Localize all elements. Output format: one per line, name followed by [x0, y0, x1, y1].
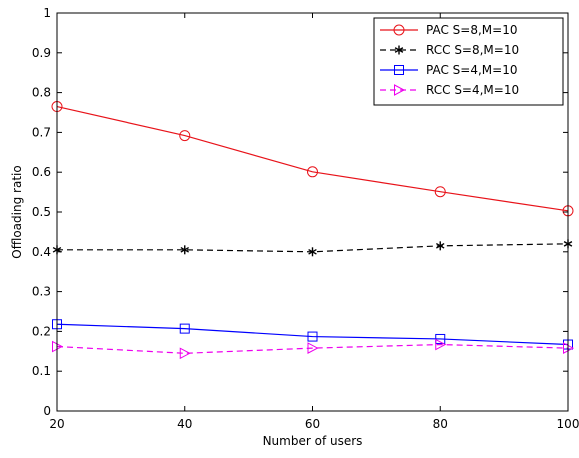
- y-tick-label: 0.2: [32, 324, 51, 338]
- y-tick-label: 0.7: [32, 125, 51, 139]
- triangle-marker: [435, 338, 447, 351]
- asterisk-stroke: [435, 242, 445, 249]
- square-marker: [394, 65, 404, 75]
- asterisk-marker: [435, 241, 445, 251]
- asterisk-stroke: [394, 47, 404, 53]
- asterisk-stroke: [308, 248, 317, 255]
- series-line: [56, 323, 569, 346]
- square-marker: [179, 323, 190, 334]
- legend-label: RCC S=4,M=10: [426, 83, 519, 97]
- asterisk-marker: [308, 247, 317, 257]
- y-tick-label: 0.1: [32, 364, 51, 378]
- square-marker: [307, 331, 318, 342]
- legend: PAC S=8,M=10 RCC S=8,M=10 PAC S=4,M=10 RCC …: [373, 17, 564, 106]
- y-tick-label: 0.6: [32, 165, 51, 179]
- legend-item: PAC S=4,M=10: [380, 63, 517, 77]
- y-tick-label: 1: [43, 6, 51, 20]
- circle-marker: [179, 130, 191, 142]
- legend-item: PAC S=8,M=10: [380, 23, 517, 37]
- circle-marker: [307, 166, 318, 178]
- legend-label: PAC S=4,M=10: [426, 63, 517, 77]
- y-tick-label: 0: [43, 404, 51, 418]
- x-tick-label: 80: [433, 417, 448, 431]
- legend-item: RCC S=8,M=10: [380, 43, 519, 57]
- x-tick-label: 40: [177, 417, 192, 431]
- y-tick-label: 0.5: [32, 205, 51, 219]
- y-tick-label: 0.9: [32, 46, 51, 60]
- series-line: [56, 105, 569, 212]
- legend-label: PAC S=8,M=10: [426, 23, 517, 37]
- series-line: [56, 343, 569, 354]
- x-axis-label: Number of users: [263, 434, 363, 448]
- triangle-marker: [307, 342, 319, 354]
- square-marker: [435, 333, 446, 344]
- legend-label: RCC S=8,M=10: [426, 43, 519, 57]
- axes: 20 40 60 80 100 0 0.1 0.2 0.3 0.4 0.5 0.6 0.7 0.8 0.9 1: [32, 6, 579, 431]
- triangle-marker: [179, 347, 191, 360]
- legend-item: RCC S=4,M=10: [380, 83, 519, 97]
- y-tick-label: 0.3: [32, 285, 51, 299]
- x-tick-label: 60: [305, 417, 320, 431]
- asterisk-marker: [394, 45, 404, 55]
- y-tick-label: 0.8: [32, 86, 51, 100]
- circle-marker: [434, 186, 446, 198]
- y-tick-label: 0.4: [32, 245, 51, 259]
- circle-marker: [393, 24, 405, 36]
- triangle-marker: [394, 84, 406, 96]
- y-axis-label: Offloading ratio: [10, 165, 24, 258]
- asterisk-marker: [180, 245, 190, 255]
- x-tick-label: 20: [49, 417, 64, 431]
- asterisk-stroke: [180, 246, 190, 253]
- x-tick-label: 100: [557, 417, 579, 431]
